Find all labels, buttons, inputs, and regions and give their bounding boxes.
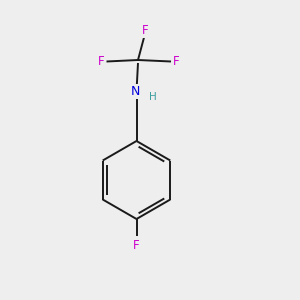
- Text: F: F: [98, 55, 104, 68]
- Text: N: N: [130, 85, 140, 98]
- Text: H: H: [149, 92, 157, 102]
- Text: F: F: [142, 24, 149, 38]
- Text: F: F: [173, 55, 180, 68]
- Text: F: F: [133, 238, 140, 252]
